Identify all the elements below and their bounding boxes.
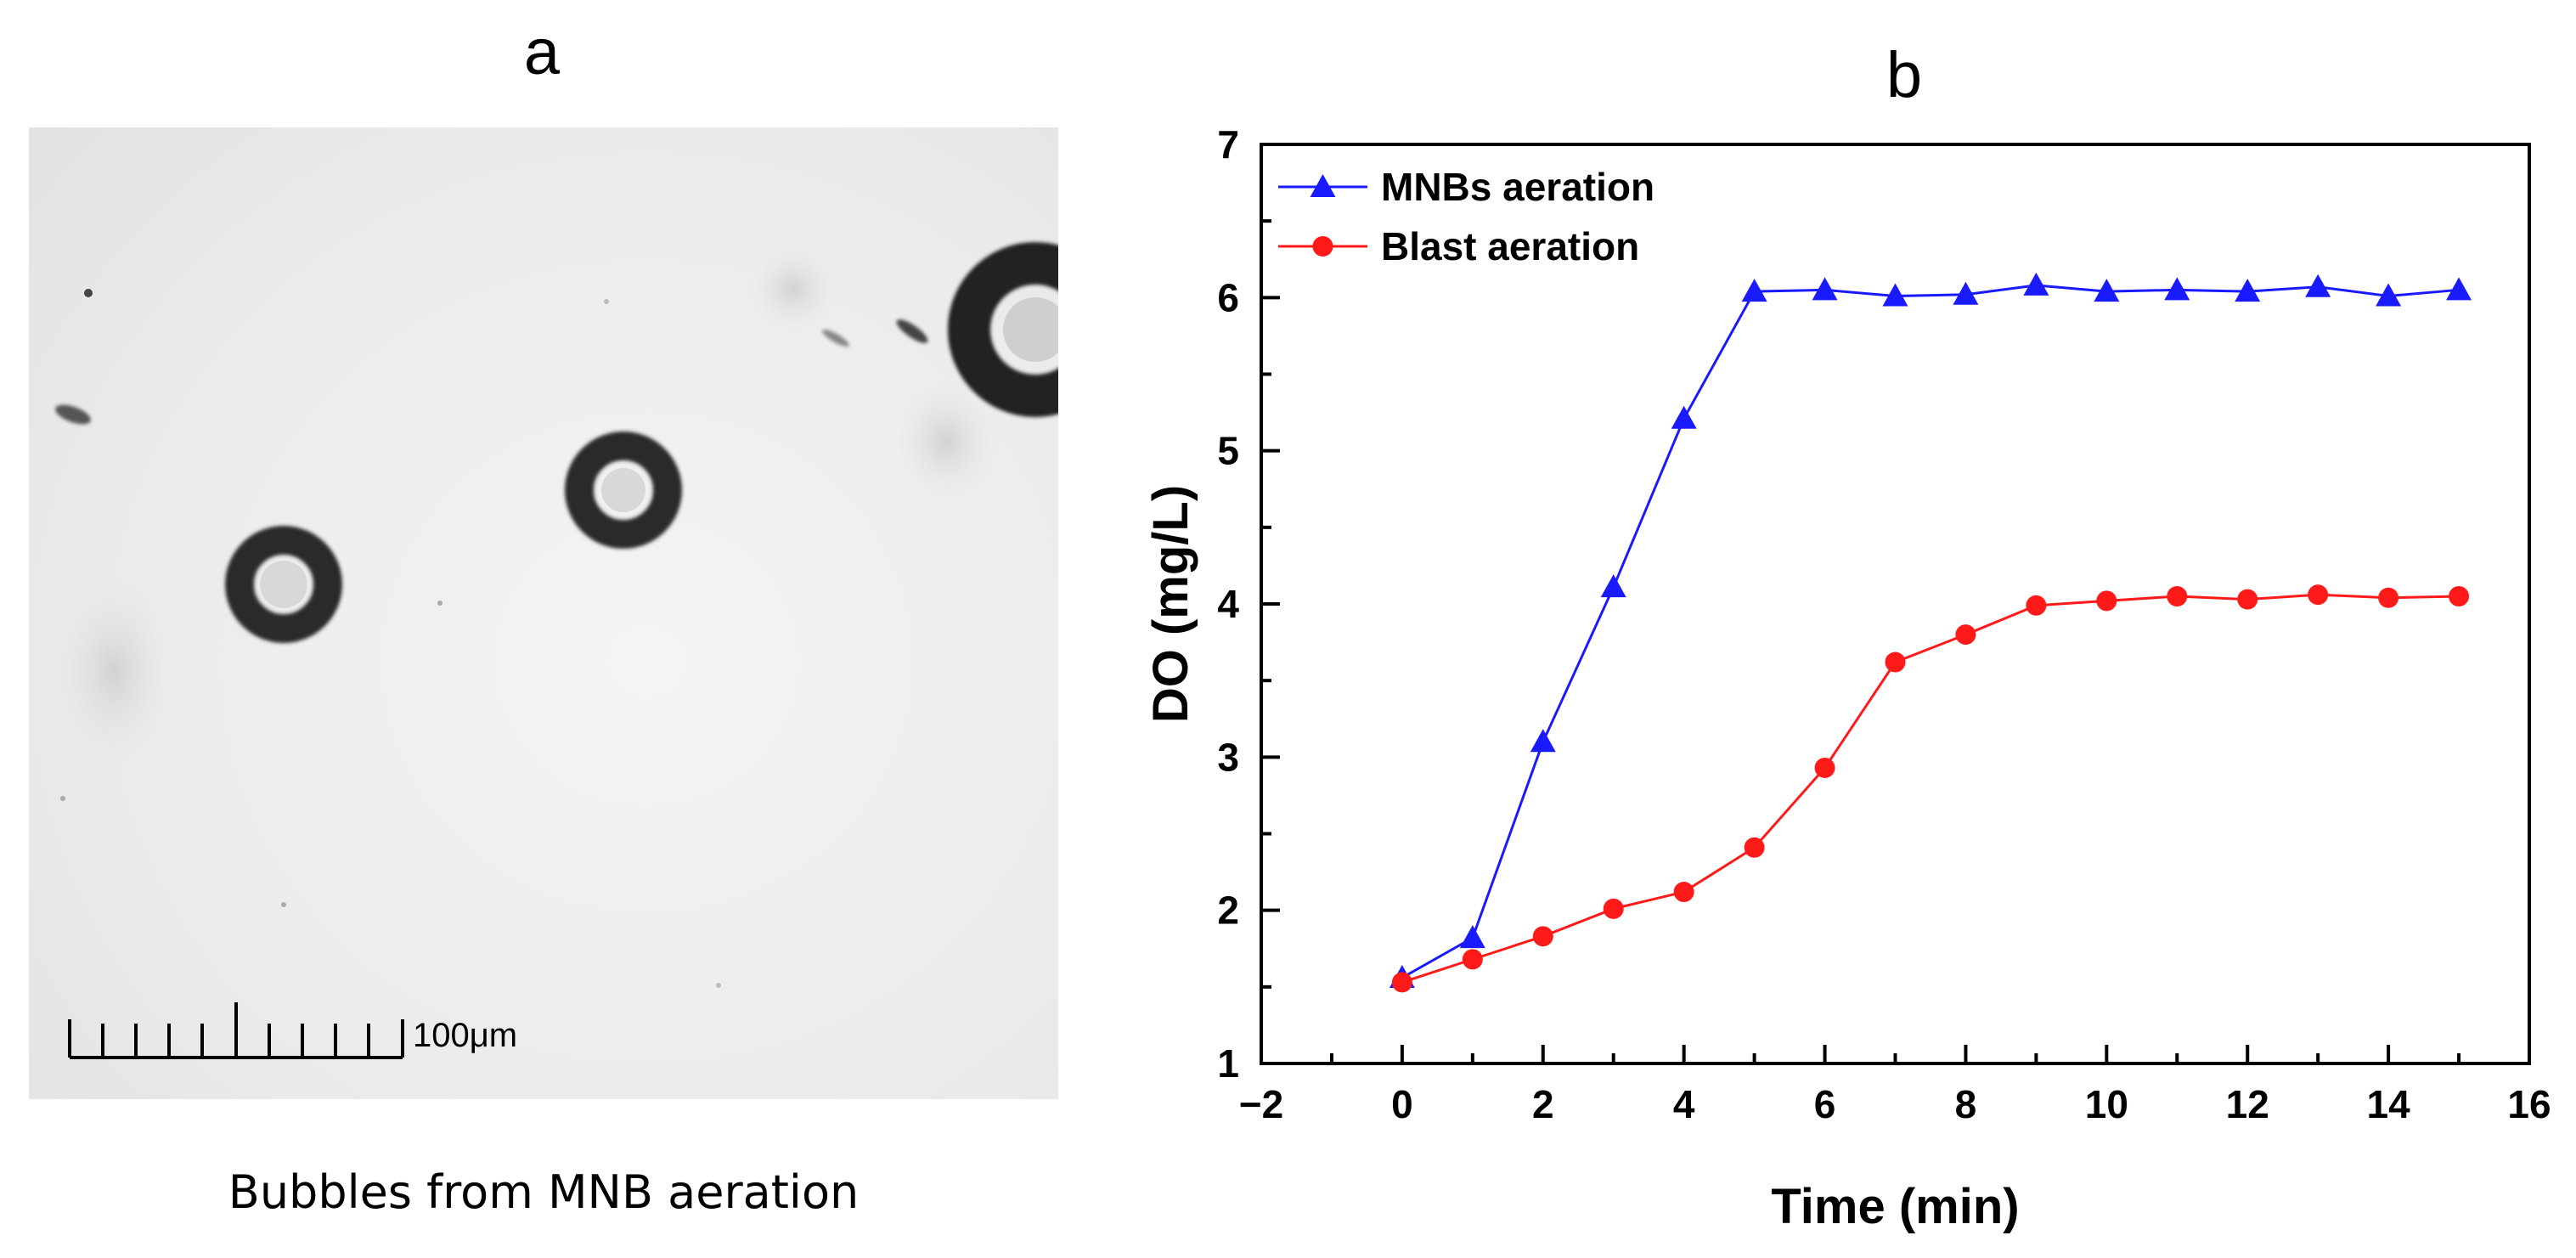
y-tick-label: 3 xyxy=(1217,735,1239,779)
micrograph-image: 100μm xyxy=(29,127,1123,1099)
bubble-ring xyxy=(225,526,342,643)
y-axis-label: DO (mg/L) xyxy=(1143,485,1198,723)
y-tick-label: 6 xyxy=(1217,275,1239,319)
series-blast-aeration xyxy=(1391,584,2470,993)
x-tick-label: 16 xyxy=(2507,1082,2551,1126)
x-tick-label: 0 xyxy=(1391,1082,1413,1126)
data-point xyxy=(2167,585,2188,606)
data-point xyxy=(1812,277,1838,301)
data-point xyxy=(2023,272,2049,296)
micrograph-caption: Bubbles from MNB aeration xyxy=(228,1165,860,1219)
scale-bar-label: 100μm xyxy=(413,1017,517,1054)
data-point xyxy=(2094,279,2120,302)
data-point xyxy=(2308,584,2329,606)
data-point xyxy=(2449,585,2470,606)
data-point xyxy=(2378,587,2399,608)
panel-a-label: a xyxy=(523,16,561,88)
data-point xyxy=(1532,926,1553,947)
y-tick-label: 5 xyxy=(1217,429,1239,473)
data-point xyxy=(1530,729,1556,753)
data-point xyxy=(1885,652,1906,673)
y-tick-label: 4 xyxy=(1217,582,1239,626)
data-point xyxy=(2235,279,2261,302)
data-point xyxy=(2446,277,2472,301)
data-point xyxy=(1462,949,1483,970)
data-point xyxy=(1600,574,1626,598)
data-point xyxy=(2376,283,2402,307)
series-line xyxy=(1401,593,2460,984)
data-point xyxy=(1459,925,1485,949)
data-point xyxy=(1741,279,1767,302)
data-point xyxy=(1391,972,1412,993)
x-tick-label: 6 xyxy=(1814,1082,1836,1126)
plot-frame xyxy=(1260,143,2531,1065)
data-point xyxy=(2096,590,2117,612)
legend-marker xyxy=(1312,236,1333,257)
series-line xyxy=(1401,284,2460,979)
legend-item: Blast aeration xyxy=(1278,224,1639,268)
x-tick-label: 8 xyxy=(1955,1082,1977,1126)
x-tick-label: 4 xyxy=(1673,1082,1695,1126)
y-tick-label: 2 xyxy=(1217,888,1239,933)
y-tick-label: 7 xyxy=(1217,122,1239,166)
x-tick-label: 12 xyxy=(2226,1082,2269,1126)
data-point xyxy=(1953,281,1979,305)
data-point xyxy=(1882,283,1908,307)
x-tick-label: −2 xyxy=(1239,1082,1283,1126)
data-point xyxy=(1671,405,1697,429)
data-point xyxy=(2237,589,2258,610)
bubble-ring xyxy=(565,432,682,549)
data-point xyxy=(1955,624,1976,646)
series-mnbs-aeration xyxy=(1389,272,2472,989)
scale-bar xyxy=(68,1002,404,1059)
data-point xyxy=(2164,277,2190,301)
y-tick-label: 1 xyxy=(1217,1041,1239,1086)
data-point xyxy=(1603,898,1624,919)
x-tick-label: 14 xyxy=(2367,1082,2411,1126)
x-tick-label: 2 xyxy=(1532,1082,1554,1126)
panel-b-label: b xyxy=(1885,39,1923,111)
data-point xyxy=(2026,595,2047,616)
legend-label: Blast aeration xyxy=(1381,224,1639,268)
data-point xyxy=(1814,757,1835,778)
data-point xyxy=(1673,882,1694,903)
legend-marker xyxy=(1310,174,1336,197)
legend-item: MNBs aeration xyxy=(1278,165,1654,209)
x-axis-label: Time (min) xyxy=(1771,1179,2019,1234)
data-point xyxy=(2305,274,2331,297)
x-tick-label: 10 xyxy=(2085,1082,2128,1126)
legend-label: MNBs aeration xyxy=(1381,165,1654,209)
data-point xyxy=(1744,837,1765,858)
